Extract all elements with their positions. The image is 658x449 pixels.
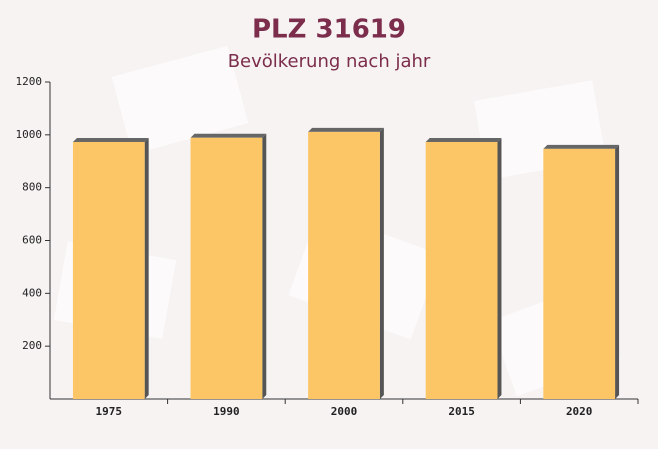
y-tick-label: 1000 bbox=[16, 128, 43, 141]
bar-shadow bbox=[72, 137, 149, 142]
chart-subtitle: Bevölkerung nach jahr bbox=[228, 51, 431, 72]
x-tick-label: 2015 bbox=[448, 405, 475, 418]
y-tick-label: 400 bbox=[22, 286, 42, 299]
x-tick-label: 2020 bbox=[566, 405, 593, 418]
x-tick-label: 1975 bbox=[96, 405, 123, 418]
bar bbox=[308, 131, 380, 400]
y-tick-label: 600 bbox=[22, 234, 42, 247]
y-tick-label: 1200 bbox=[16, 75, 43, 88]
bar-shadow bbox=[425, 137, 502, 142]
bar-shadow bbox=[615, 144, 620, 399]
bar bbox=[425, 141, 498, 400]
bar bbox=[72, 141, 145, 400]
y-tick-label: 800 bbox=[22, 181, 42, 194]
bar-shadow bbox=[379, 127, 384, 400]
x-tick-label: 1990 bbox=[213, 405, 240, 418]
bar-shadow bbox=[262, 133, 267, 399]
bar bbox=[190, 137, 263, 399]
bar-shadow bbox=[144, 137, 149, 400]
y-tick-label: 200 bbox=[22, 339, 42, 352]
bar-shadow bbox=[543, 144, 620, 149]
bar bbox=[543, 148, 616, 399]
bar-shadow bbox=[497, 137, 502, 400]
chart-title: PLZ 31619 bbox=[252, 15, 406, 45]
bar-shadow bbox=[190, 133, 267, 138]
bar-shadow bbox=[308, 127, 384, 132]
x-tick-label: 2000 bbox=[331, 405, 358, 418]
